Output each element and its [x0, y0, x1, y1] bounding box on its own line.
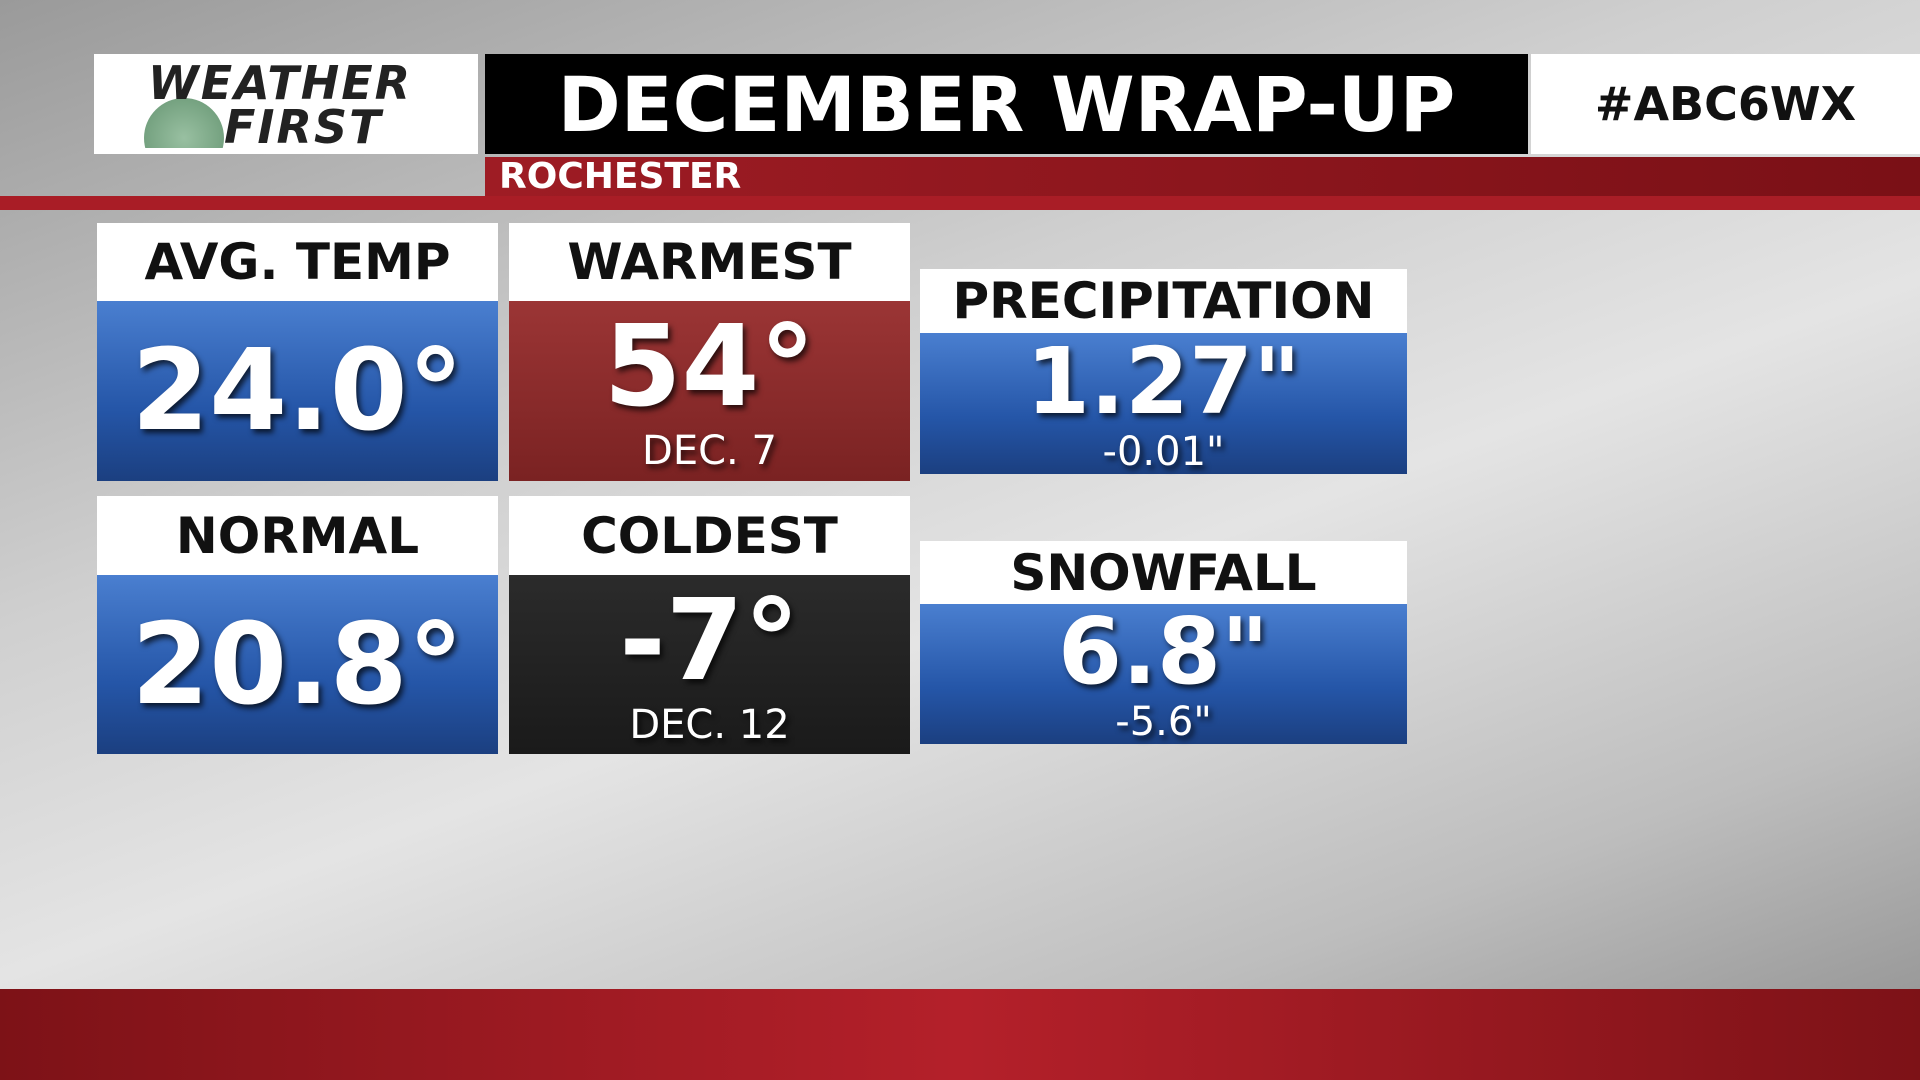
location-bar: ROCHESTER	[485, 157, 1920, 196]
tile-note: -0.01"	[1102, 428, 1225, 475]
tile-note: DEC. 7	[642, 428, 777, 474]
tile-label: NORMAL	[97, 496, 498, 575]
tile-label: PRECIPITATION	[920, 269, 1407, 333]
tile-value-box: 1.27" -0.01"	[920, 333, 1407, 474]
tile-value-box: -7° DEC. 12	[509, 575, 910, 754]
tile-label: SNOWFALL	[920, 541, 1407, 604]
logo-radar	[144, 98, 224, 148]
tile-label: WARMEST	[509, 223, 910, 301]
tile-value-box: 54° DEC. 7	[509, 301, 910, 481]
tile-value: 6.8"	[1058, 598, 1269, 705]
tile-label: COLDEST	[509, 496, 910, 575]
title-bar: DECEMBER WRAP-UP	[485, 54, 1528, 154]
tile-value: -7°	[619, 575, 800, 706]
tile-value-box: 6.8" -5.6"	[920, 604, 1407, 744]
bottom-band	[0, 989, 1920, 1080]
logo-text: FIRST	[224, 100, 383, 154]
tile-note: DEC. 12	[629, 701, 790, 748]
tile-value: 54°	[603, 302, 816, 432]
tile-value: 20.8°	[131, 599, 464, 730]
logo-box: WEATHER FIRST	[94, 54, 478, 154]
title: DECEMBER WRAP-UP	[557, 59, 1456, 149]
tile-value-box: 20.8°	[97, 575, 498, 754]
hashtag: #ABC6WX	[1594, 77, 1857, 131]
hashtag-box: #ABC6WX	[1531, 54, 1920, 154]
tile-value: 24.0°	[131, 326, 464, 456]
tile-value-box: 24.0°	[97, 301, 498, 481]
logo-text: WEATHER	[148, 56, 413, 110]
tile-value: 1.27"	[1026, 327, 1301, 435]
location: ROCHESTER	[499, 156, 742, 197]
tile-note: -5.6"	[1115, 699, 1212, 745]
header-rule	[0, 196, 1920, 210]
tile-label: AVG. TEMP	[97, 223, 498, 301]
